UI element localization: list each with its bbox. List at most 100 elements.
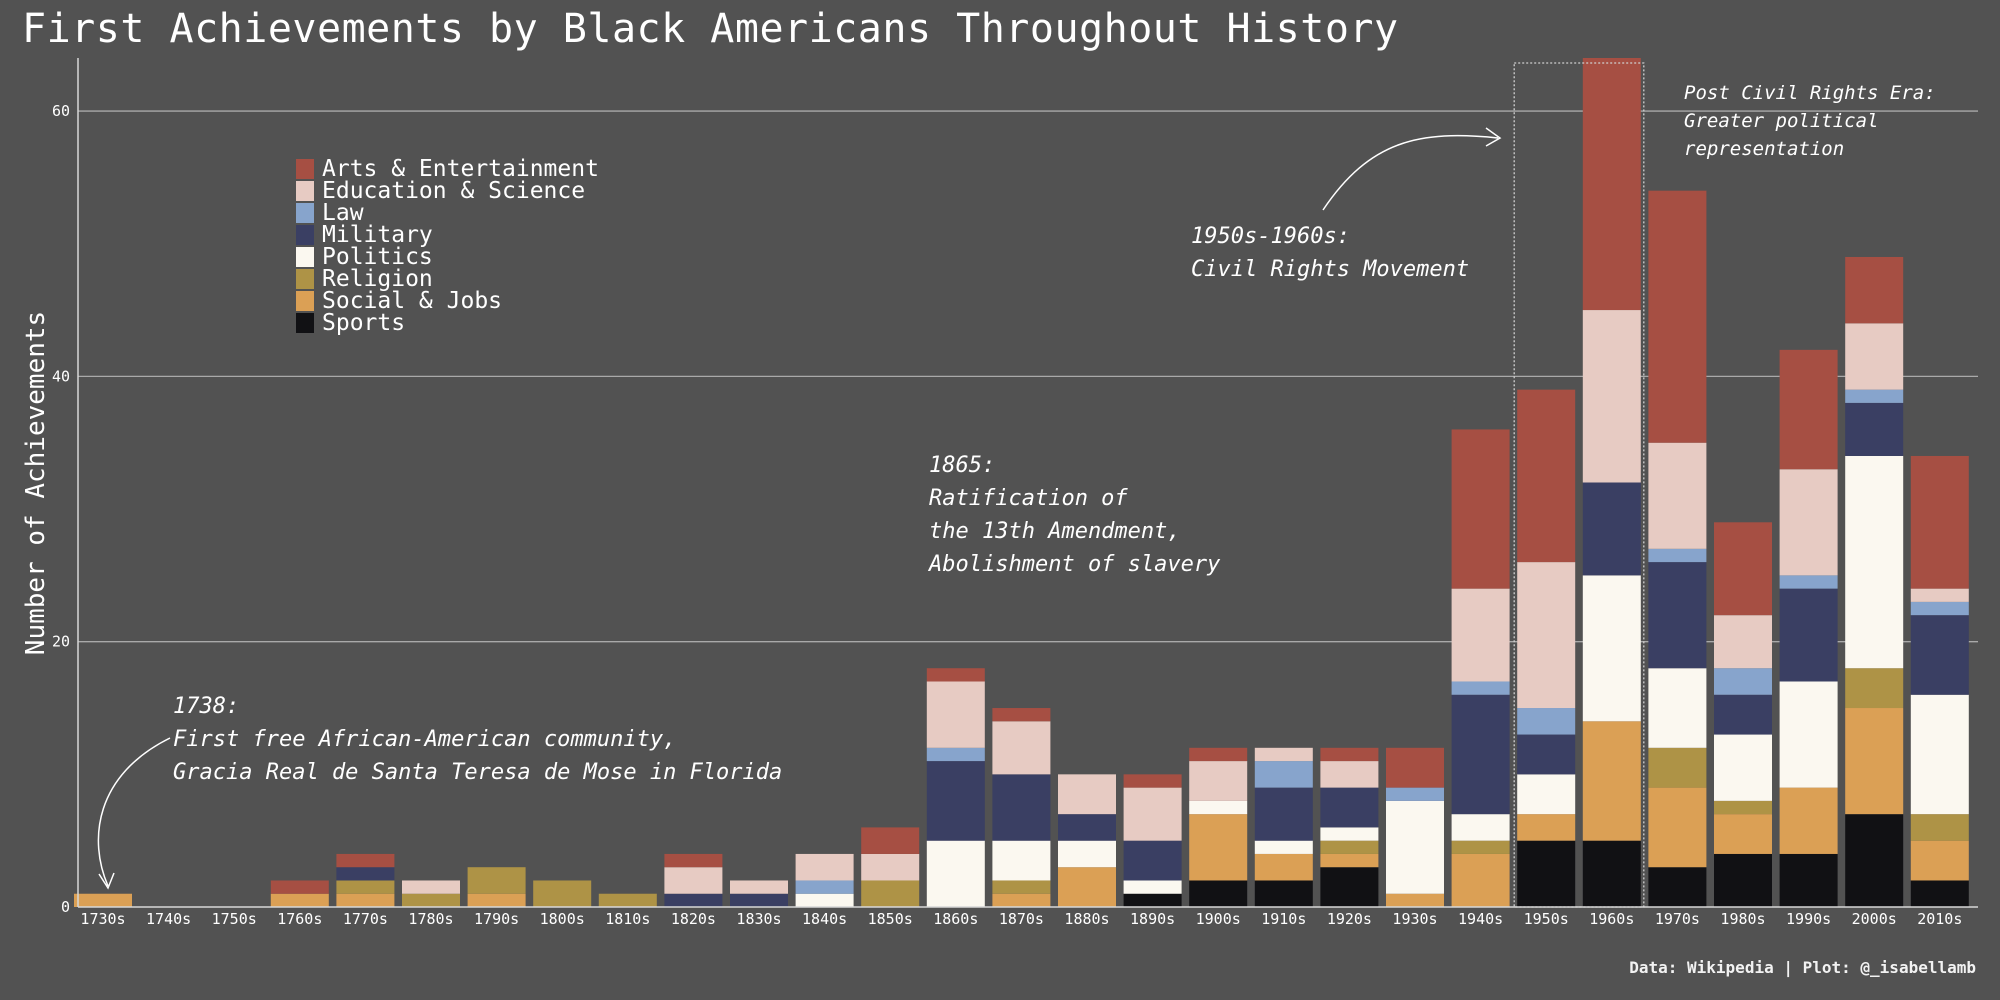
bar-segment bbox=[1910, 601, 1969, 616]
legend-swatch bbox=[296, 225, 314, 245]
bar-segment bbox=[1320, 853, 1379, 868]
bar-segment bbox=[1058, 814, 1116, 841]
legend-swatch bbox=[296, 181, 314, 201]
legend-item: Education & Science bbox=[296, 178, 656, 204]
legend-item: Politics bbox=[296, 246, 656, 269]
bar-segment bbox=[1254, 840, 1313, 854]
bar-segment bbox=[795, 880, 854, 894]
bar-segment bbox=[861, 827, 920, 854]
bar-segment bbox=[861, 853, 920, 881]
annotation-line: 1865: bbox=[929, 453, 996, 478]
bar-segment bbox=[1320, 787, 1379, 828]
legend-item: Sports bbox=[296, 312, 656, 335]
x-tick-label: 1850s bbox=[868, 910, 913, 928]
annotation-line: Greater political bbox=[1684, 110, 1879, 132]
bar-segment bbox=[1779, 853, 1838, 907]
x-tick-label: 1820s bbox=[671, 910, 716, 928]
bar-segment bbox=[270, 893, 329, 907]
y-tick-label: 0 bbox=[61, 898, 70, 916]
arrow-1950s-head bbox=[1485, 127, 1502, 147]
x-tick-label: 1980s bbox=[1720, 910, 1765, 928]
bar-segment bbox=[1123, 893, 1182, 907]
annotation-line: Ratification of bbox=[929, 486, 1128, 511]
bar-segment bbox=[1320, 840, 1379, 854]
bar-segment bbox=[1779, 787, 1838, 854]
bar-segment bbox=[1648, 668, 1707, 748]
bar-segment bbox=[74, 893, 132, 907]
bar-segment bbox=[467, 867, 526, 894]
bar-segment bbox=[1123, 787, 1182, 841]
bar-segment bbox=[402, 893, 460, 907]
legend-item: Social & Jobs bbox=[296, 290, 656, 313]
bar-segment bbox=[1189, 814, 1248, 881]
legend-swatch bbox=[296, 247, 314, 267]
bar-segment bbox=[1714, 734, 1772, 801]
bar-segment bbox=[1845, 814, 1904, 907]
bar-segment bbox=[1582, 310, 1641, 483]
arrow-1738-head bbox=[98, 872, 115, 890]
bar-segment bbox=[926, 761, 985, 841]
bar-segment bbox=[1451, 681, 1510, 695]
bar-segment bbox=[1845, 668, 1904, 709]
bar-segment bbox=[664, 893, 723, 907]
bar-segment bbox=[1254, 880, 1313, 907]
arrow-1950s bbox=[1322, 134, 1499, 211]
x-tick-label: 1890s bbox=[1130, 910, 1175, 928]
bar-segment bbox=[1058, 840, 1116, 868]
bar-segment bbox=[1386, 893, 1444, 907]
bar-segment bbox=[467, 893, 526, 907]
bar-segment bbox=[1648, 190, 1707, 443]
bars bbox=[74, 58, 1969, 907]
bar-segment bbox=[1910, 588, 1969, 602]
x-tick-label: 1920s bbox=[1327, 910, 1372, 928]
bar-segment bbox=[1451, 840, 1510, 854]
x-tick-label: 2000s bbox=[1852, 910, 1897, 928]
bar-segment bbox=[1517, 774, 1576, 815]
bar-segment bbox=[1582, 721, 1641, 841]
bar-segment bbox=[1517, 389, 1576, 563]
bar-segment bbox=[1123, 840, 1182, 881]
bar-segment bbox=[1254, 761, 1313, 788]
bar-segment bbox=[1451, 853, 1510, 907]
bar-segment bbox=[795, 893, 854, 907]
bar-segment bbox=[1714, 615, 1772, 669]
bar-segment bbox=[926, 840, 985, 907]
x-tick-label: 1750s bbox=[212, 910, 257, 928]
bar-segment bbox=[1845, 323, 1904, 390]
bar-segment bbox=[1648, 562, 1707, 669]
bar-segment bbox=[1386, 787, 1444, 801]
annotation-line: Abolishment of slavery bbox=[929, 552, 1221, 577]
x-tick-label: 1790s bbox=[474, 910, 519, 928]
highlight-box bbox=[1513, 62, 1645, 908]
bar-segment bbox=[1320, 747, 1379, 762]
bar-segment bbox=[1254, 853, 1313, 881]
x-tick-label: 1900s bbox=[1196, 910, 1241, 928]
annotation-line: the 13th Amendment, bbox=[929, 519, 1181, 544]
y-tick-label: 40 bbox=[52, 367, 70, 385]
bar-segment bbox=[1123, 880, 1182, 894]
y-tick-label: 20 bbox=[52, 633, 70, 651]
bar-segment bbox=[1779, 681, 1838, 788]
annotation-arrows bbox=[97, 127, 1502, 890]
bar-segment bbox=[1517, 814, 1576, 841]
bar-segment bbox=[992, 880, 1051, 894]
x-tick-label: 1910s bbox=[1261, 910, 1306, 928]
bar-segment bbox=[1714, 694, 1772, 735]
bar-segment bbox=[1779, 469, 1838, 576]
x-tick-label: 1780s bbox=[408, 910, 453, 928]
x-tick-label: 1930s bbox=[1392, 910, 1437, 928]
bar-segment bbox=[1910, 880, 1969, 907]
bar-segment bbox=[992, 840, 1051, 881]
annotation-line: 1738: bbox=[173, 694, 240, 719]
legend-item: Military bbox=[296, 224, 656, 247]
x-tick-label: 1810s bbox=[605, 910, 650, 928]
annotation-1865: 1865: Ratification of the 13th Amendment… bbox=[929, 449, 1220, 581]
annotation-line: Gracia Real de Santa Teresa de Mose in F… bbox=[173, 760, 783, 785]
chart-title: First Achievements by Black Americans Th… bbox=[22, 6, 1399, 52]
bar-segment bbox=[1910, 615, 1969, 695]
bar-segment bbox=[861, 880, 920, 907]
legend-label: Education & Science bbox=[322, 178, 586, 204]
bar-segment bbox=[1648, 787, 1707, 868]
bar-segment bbox=[1648, 867, 1707, 907]
legend-item: Arts & Entertainment bbox=[296, 158, 656, 181]
